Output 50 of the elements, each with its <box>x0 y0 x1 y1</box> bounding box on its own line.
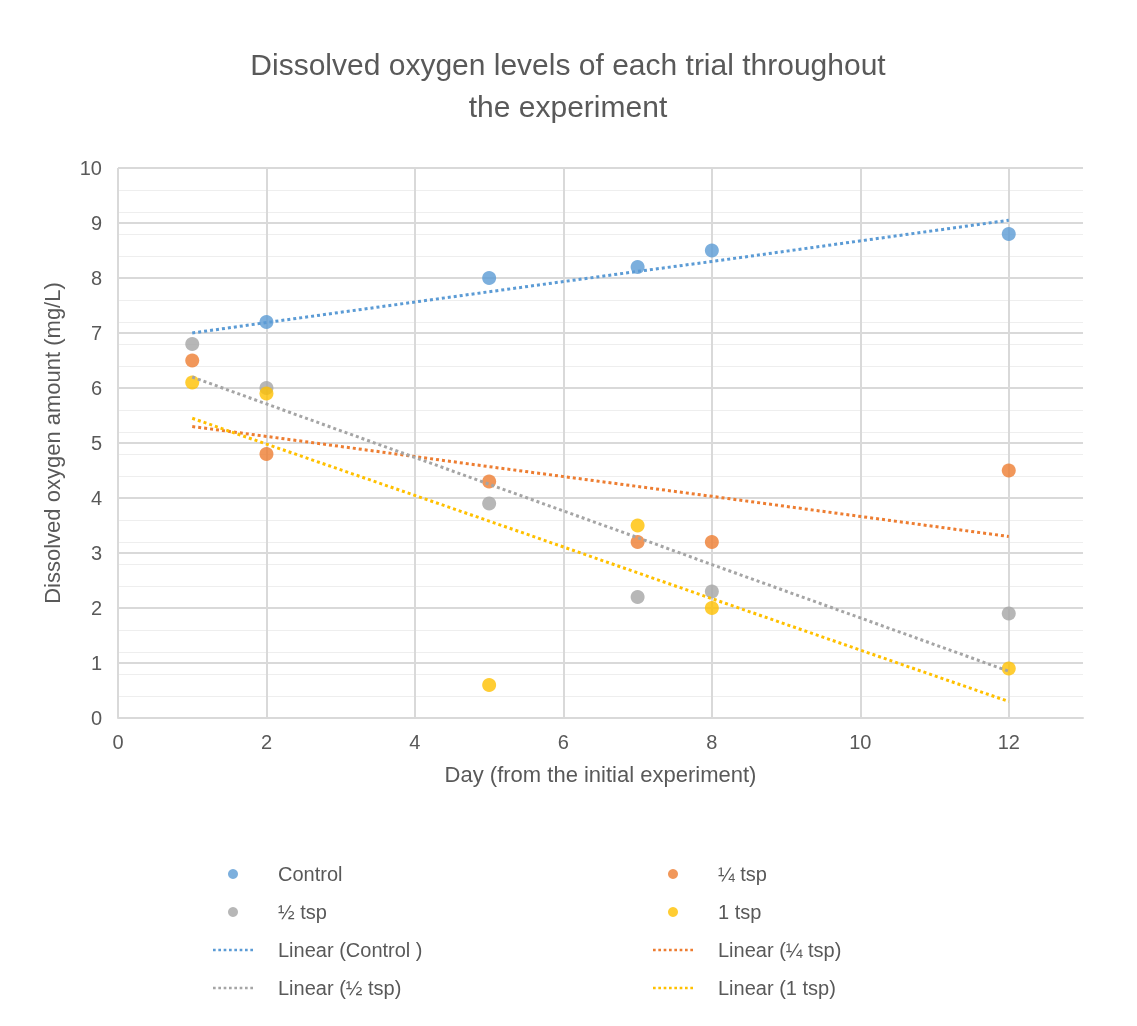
y-tick-label: 4 <box>90 487 102 509</box>
legend-label: Linear (½ tsp) <box>278 977 402 999</box>
point <box>482 678 497 692</box>
y-tick-label: 10 <box>79 157 102 179</box>
y-tick-label: 2 <box>90 597 102 619</box>
x-axis-title: Day (from the initial experiment) <box>444 761 757 787</box>
y-tick-label: 8 <box>90 267 102 289</box>
chart-title: Dissolved oxygen levels of each trial throughout the experiment <box>250 47 887 123</box>
point <box>1001 463 1016 478</box>
y-axis-title: Dissolved oxygen amount (mg/L) <box>39 282 65 604</box>
x-tick-label: 12 <box>997 731 1020 753</box>
point <box>630 535 645 549</box>
point <box>185 353 200 368</box>
legend-label: Control <box>278 863 343 885</box>
y-tick-label: 9 <box>90 212 102 234</box>
point <box>185 337 200 351</box>
point <box>482 271 497 285</box>
point <box>259 386 274 401</box>
y-tick-label: 5 <box>90 432 102 454</box>
point <box>259 447 274 461</box>
x-tick-label: 10 <box>849 731 872 753</box>
point <box>630 518 645 533</box>
legend-label: Linear (¼ tsp) <box>718 939 842 961</box>
y-tick-label: 3 <box>90 542 102 564</box>
point <box>1001 661 1016 676</box>
line-series <box>190 218 1011 335</box>
point <box>704 535 719 549</box>
legend-label: ¼ tsp <box>718 863 767 885</box>
x-tick-label: 0 <box>112 731 124 753</box>
point <box>704 584 719 599</box>
legend-label: 1 tsp <box>718 901 762 923</box>
y-tick-label: 6 <box>90 377 102 399</box>
point <box>482 496 497 511</box>
legend-label: ½ tsp <box>278 901 327 923</box>
y-tick-label: 0 <box>90 707 102 729</box>
x-tick-label: 8 <box>706 731 718 753</box>
line-series <box>190 425 1011 538</box>
point <box>630 590 645 604</box>
line-series <box>190 416 1011 703</box>
point <box>704 601 719 615</box>
legend-label: Linear (1 tsp) <box>718 977 836 999</box>
x-tick-label: 4 <box>409 731 421 753</box>
point <box>704 243 719 258</box>
x-tick-label: 6 <box>557 731 569 753</box>
y-tick-label: 7 <box>90 322 102 344</box>
point <box>1001 606 1016 621</box>
x-tick-label: 2 <box>260 731 273 753</box>
legend-label: Linear (Control ) <box>278 939 423 961</box>
y-tick-label: 1 <box>90 652 102 674</box>
point <box>1001 227 1016 241</box>
